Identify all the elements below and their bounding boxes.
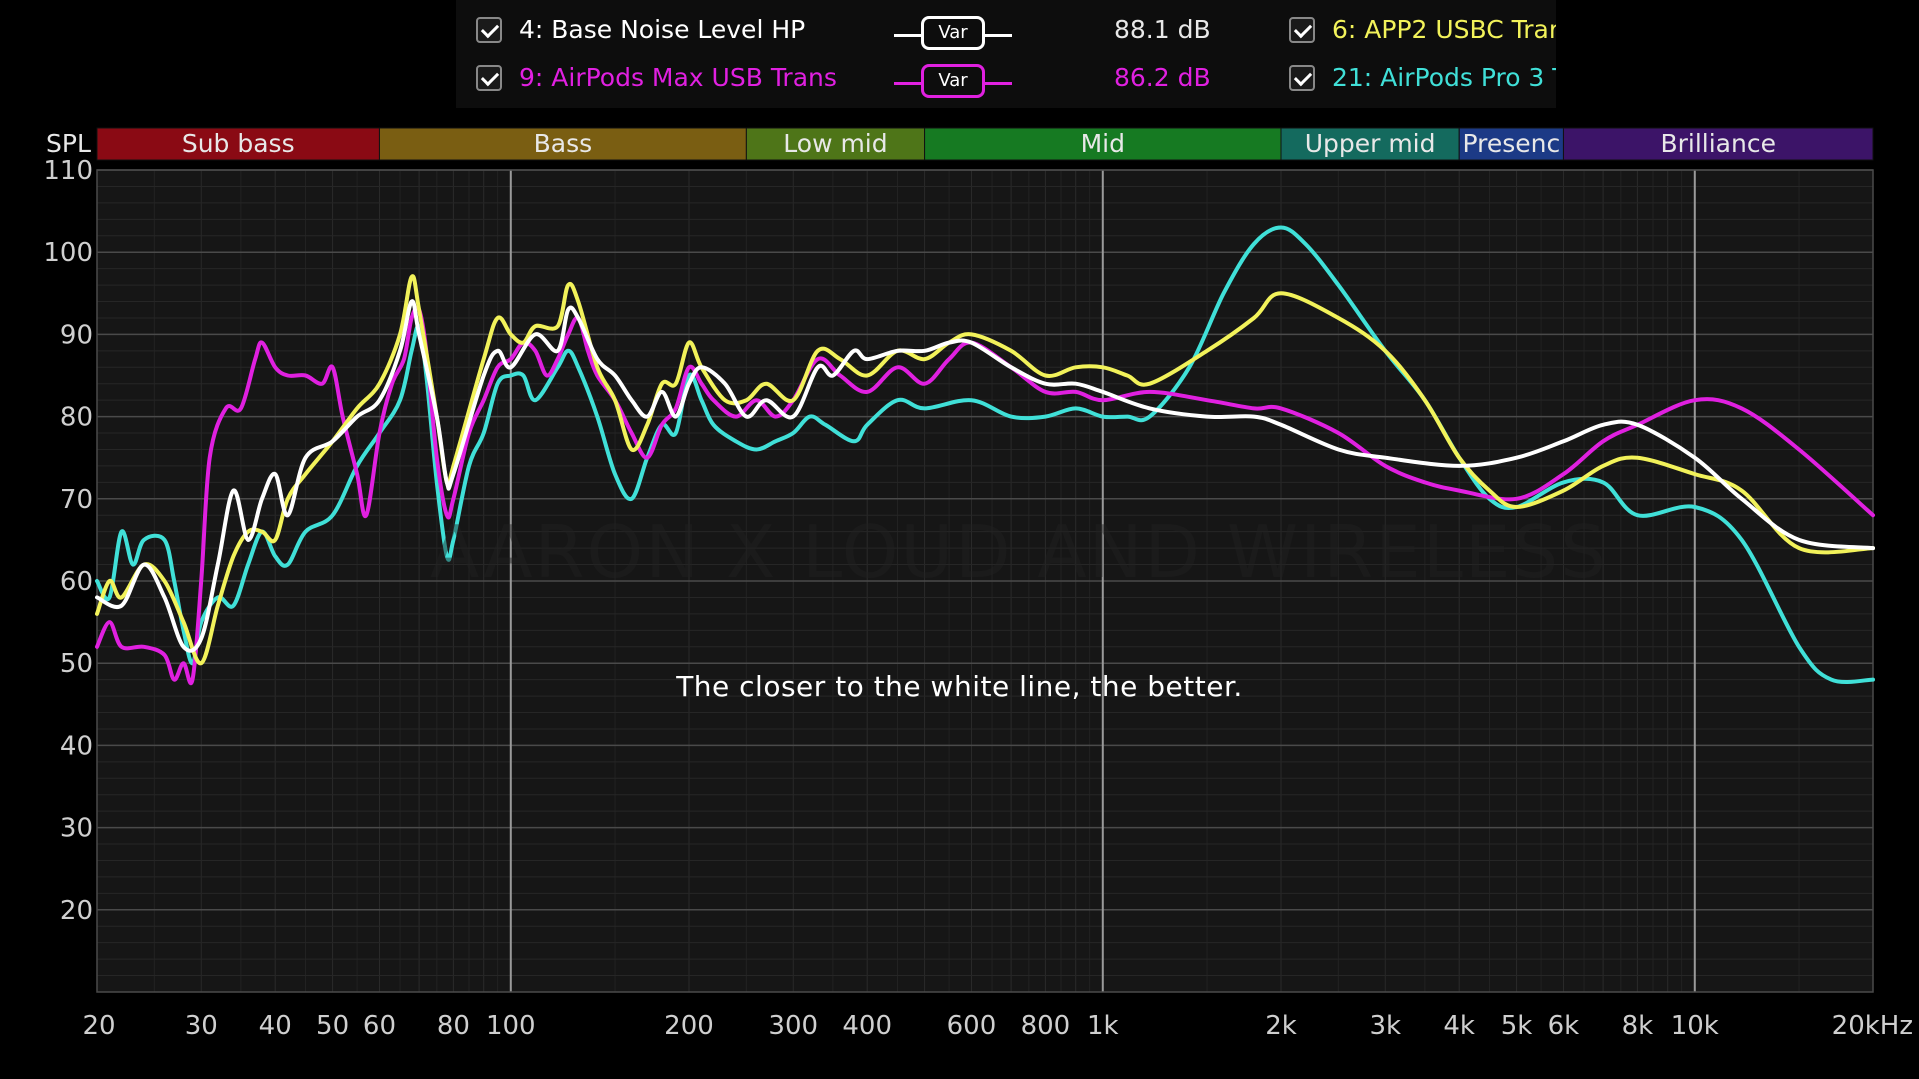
x-tick-label: 300 (768, 1011, 818, 1041)
x-tick-label: 100 (486, 1011, 536, 1041)
legend-row-2: 9: AirPods Max USB Trans Var 86.2 dB 21:… (456, 58, 1556, 106)
x-tick-label: 800 (1021, 1011, 1071, 1041)
y-tick-label: 70 (60, 485, 93, 515)
band-label: Bass (534, 129, 593, 158)
band-label: Brilliance (1660, 129, 1776, 158)
x-tick-label: 1k (1087, 1011, 1119, 1041)
y-tick-label: 40 (60, 731, 93, 761)
legend-name-base-noise: 4: Base Noise Level HP (519, 15, 806, 44)
x-tick-label: 40 (259, 1011, 292, 1041)
checkbox-airpods-max[interactable] (476, 65, 502, 91)
x-tick-label: 5k (1501, 1011, 1533, 1041)
x-tick-label: 2k (1265, 1011, 1297, 1041)
y-tick-label: 80 (60, 403, 93, 433)
y-tick-label: 110 (43, 156, 93, 186)
x-tick-label: 400 (842, 1011, 892, 1041)
var-button-airpods-max[interactable]: Var (921, 64, 985, 98)
y-tick-label: 100 (43, 238, 93, 268)
x-tick-label: 4k (1443, 1011, 1475, 1041)
y-tick-label: 50 (60, 649, 93, 679)
legend-name-airpods-pro: 21: AirPods Pro 3 T (1332, 63, 1556, 92)
checkbox-airpods-pro[interactable] (1289, 65, 1315, 91)
var-button-base-noise[interactable]: Var (921, 16, 985, 50)
band-sub-bass (96, 127, 380, 161)
band-presenc (1458, 127, 1564, 161)
legend-name-airpods-max: 9: AirPods Max USB Trans (519, 63, 837, 92)
series-line-4-base-noise-level-hp (95, 299, 1875, 653)
x-tick-label: 3k (1369, 1011, 1401, 1041)
legend-name-app2: 6: APP2 USBC Trar (1332, 15, 1556, 44)
watermark: AARON X LOUD AND WIRELESS (430, 510, 1608, 594)
band-bass (378, 127, 747, 161)
band-label: Mid (1081, 129, 1125, 158)
band-label: Presenc (1462, 129, 1560, 158)
checkbox-app2[interactable] (1289, 17, 1315, 43)
x-tick-label: 20 (82, 1011, 115, 1041)
y-tick-label: 30 (60, 814, 93, 844)
x-tick-label: 600 (947, 1011, 997, 1041)
x-tick-label: 50 (316, 1011, 349, 1041)
x-tick-label: 200 (664, 1011, 714, 1041)
frequency-response-chart: Sub bass Bass Low mid Mid Upper mid Presenc Br… (43, 127, 1913, 1041)
bottom-bar (0, 1050, 1919, 1079)
band-label: Low mid (783, 129, 887, 158)
x-tick-label: 6k (1548, 1011, 1580, 1041)
x-tick-label: 30 (185, 1011, 218, 1041)
legend-panel: 4: Base Noise Level HP Var 88.1 dB 6: AP… (456, 0, 1556, 108)
x-tick-label: 60 (363, 1011, 396, 1041)
x-tick-label: 10k (1671, 1011, 1719, 1041)
y-axis-label: SPL (46, 129, 91, 158)
band-label: Sub bass (182, 129, 295, 158)
x-tick-label: 20kHz (1832, 1011, 1913, 1041)
band-label: Upper mid (1305, 129, 1436, 158)
y-tick-label: 90 (60, 320, 93, 350)
band-upper-mid (1280, 127, 1460, 161)
x-tick-label: 8k (1622, 1011, 1654, 1041)
series-line-6-app2-usbc-trar (95, 274, 1875, 666)
legend-value-airpods-max: 86.2 dB (1114, 63, 1211, 92)
legend-value-base-noise: 88.1 dB (1114, 15, 1211, 44)
caption: The closer to the white line, the better… (676, 670, 1243, 703)
y-tick-label: 20 (60, 896, 93, 926)
legend-row-1: 4: Base Noise Level HP Var 88.1 dB 6: AP… (456, 10, 1556, 58)
x-tick-label: 80 (437, 1011, 470, 1041)
checkbox-base-noise[interactable] (476, 17, 502, 43)
y-tick-label: 60 (60, 567, 93, 597)
band-brilliance (1562, 127, 1874, 161)
